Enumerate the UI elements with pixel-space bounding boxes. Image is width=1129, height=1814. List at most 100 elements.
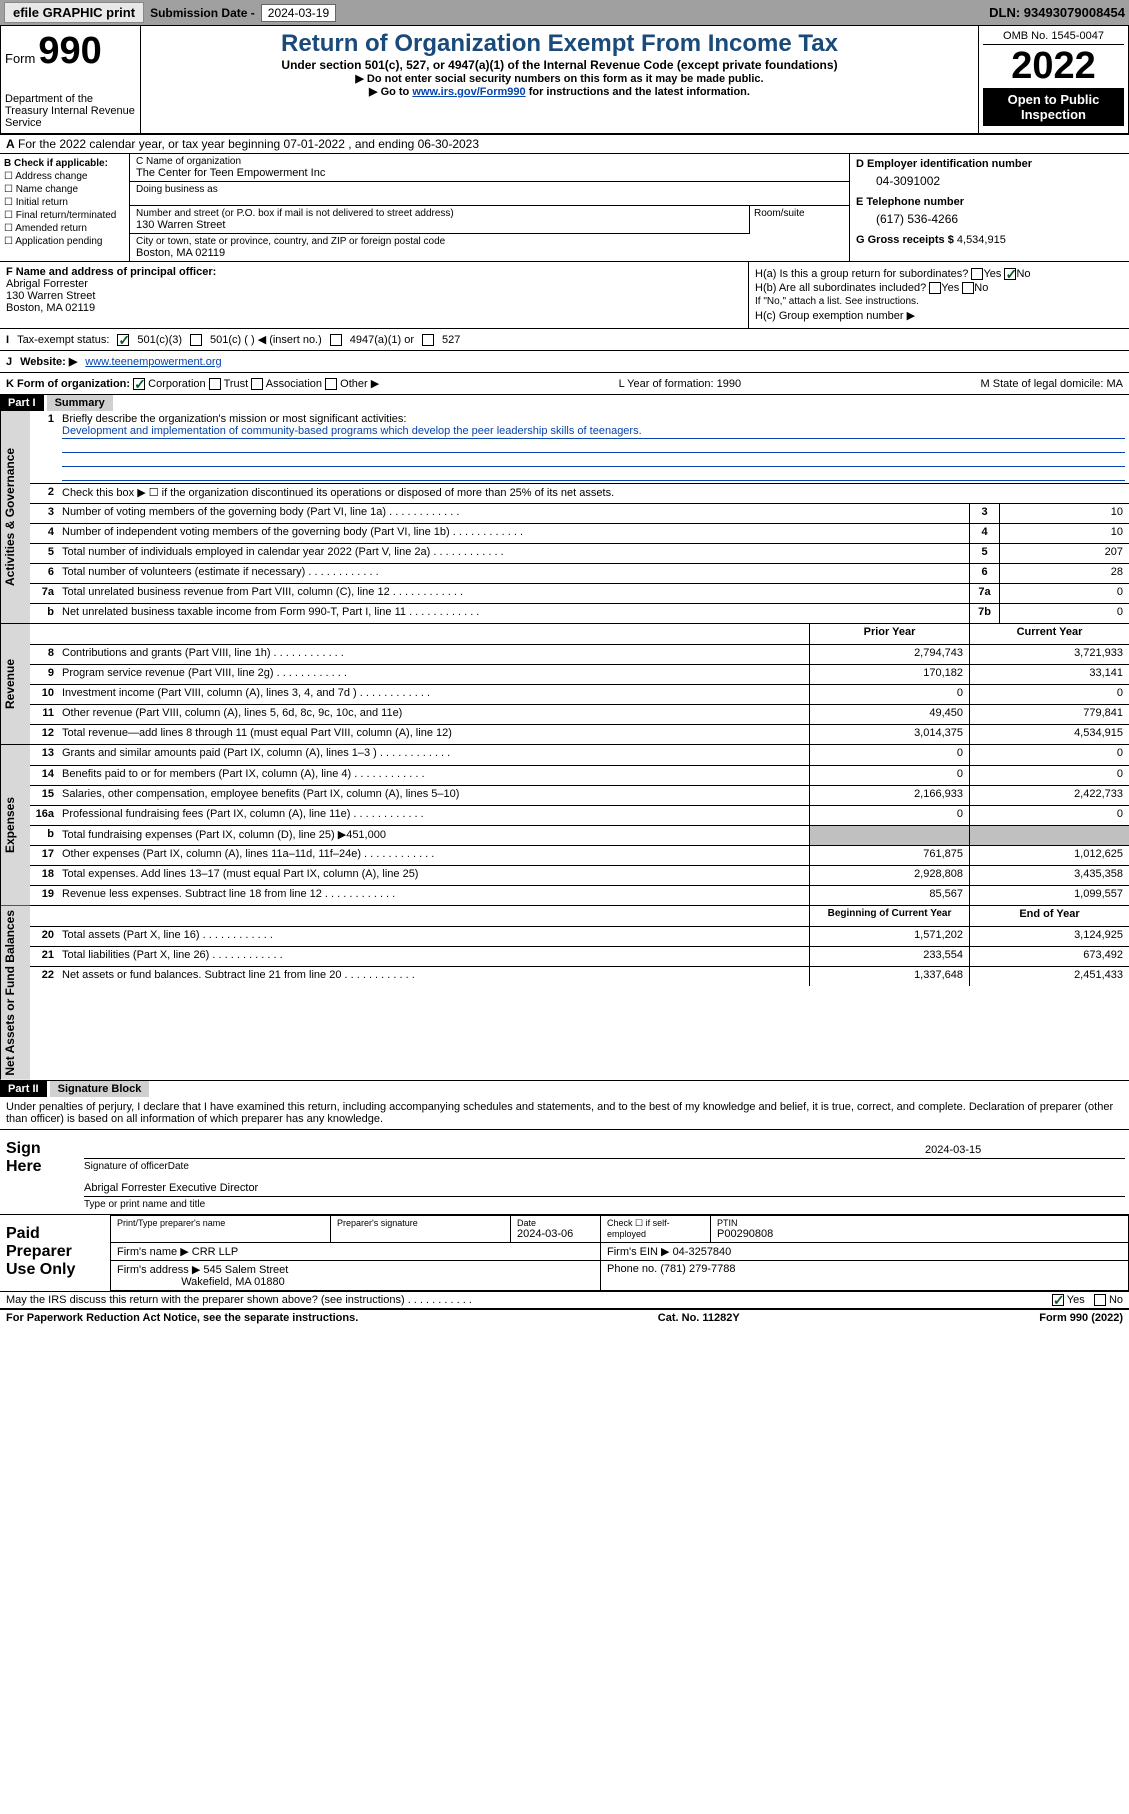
vtab-activities: Activities & Governance <box>0 411 30 623</box>
prep-name-lbl: Print/Type preparer's name <box>117 1218 324 1228</box>
firm-addr-lbl: Firm's address ▶ <box>117 1264 200 1276</box>
ha-no[interactable] <box>1004 268 1016 280</box>
name-label: C Name of organization <box>136 156 843 167</box>
discuss-yes[interactable] <box>1052 1294 1064 1306</box>
irs-link[interactable]: www.irs.gov/Form990 <box>412 86 525 98</box>
form-header: Form 990 Department of the Treasury Inte… <box>0 25 1129 134</box>
chk-trust[interactable] <box>209 378 221 390</box>
r6-text: Total number of volunteers (estimate if … <box>58 564 969 583</box>
chk-501c[interactable] <box>190 334 202 346</box>
c19: 1,099,557 <box>969 886 1129 905</box>
main-title: Return of Organization Exempt From Incom… <box>145 30 974 58</box>
chk-final[interactable]: ☐ Final return/terminated <box>4 210 125 221</box>
paid-label: Paid Preparer Use Only <box>0 1215 110 1291</box>
c13: 0 <box>969 745 1129 765</box>
r20: Total assets (Part X, line 16) <box>58 927 809 946</box>
chk-other[interactable] <box>325 378 337 390</box>
p16a: 0 <box>809 806 969 825</box>
officer-name-sig: Abrigal Forrester Executive Director <box>84 1182 1125 1194</box>
vtab-netassets: Net Assets or Fund Balances <box>0 906 30 1080</box>
v6: 28 <box>999 564 1129 583</box>
firm-name: CRR LLP <box>192 1246 238 1258</box>
chk-501c3[interactable] <box>117 334 129 346</box>
ein-label: D Employer identification number <box>856 158 1123 170</box>
chk-527[interactable] <box>422 334 434 346</box>
part2-badge: Part II <box>0 1081 47 1097</box>
c11: 779,841 <box>969 705 1129 724</box>
vtab-expenses: Expenses <box>0 745 30 905</box>
r22: Net assets or fund balances. Subtract li… <box>58 967 809 986</box>
discuss-no[interactable] <box>1094 1294 1106 1306</box>
summary-expenses: Expenses 13Grants and similar amounts pa… <box>0 744 1129 905</box>
col-f: F Name and address of principal officer:… <box>0 262 749 328</box>
r21: Total liabilities (Part X, line 26) <box>58 947 809 966</box>
summary-revenue: Revenue Prior YearCurrent Year 8Contribu… <box>0 623 1129 744</box>
top-bar: efile GRAPHIC print Submission Date - 20… <box>0 0 1129 25</box>
p14: 0 <box>809 766 969 785</box>
paid-preparer-block: Paid Preparer Use Only Print/Type prepar… <box>0 1214 1129 1291</box>
officer-addr: 130 Warren Street <box>6 290 742 302</box>
k-label: K Form of organization: <box>6 378 130 390</box>
row-a-text: For the 2022 calendar year, or tax year … <box>18 137 479 151</box>
r2-text: Check this box ▶ ☐ if the organization d… <box>58 484 1129 503</box>
sub-date: 2024-03-19 <box>261 4 336 22</box>
tax-year: 2022 <box>983 45 1124 88</box>
efile-btn[interactable]: efile GRAPHIC print <box>4 2 144 23</box>
website-link[interactable]: www.teenempowerment.org <box>85 356 221 368</box>
street-address: 130 Warren Street <box>136 219 743 231</box>
i-label: Tax-exempt status: <box>17 334 109 346</box>
r10: Investment income (Part VIII, column (A)… <box>58 685 809 704</box>
col-h: H(a) Is this a group return for subordin… <box>749 262 1129 328</box>
chk-initial[interactable]: ☐ Initial return <box>4 197 125 208</box>
chk-amended[interactable]: ☐ Amended return <box>4 223 125 234</box>
omb: OMB No. 1545-0047 <box>983 30 1124 45</box>
hb-note: If "No," attach a list. See instructions… <box>755 296 1123 307</box>
hb-yes[interactable] <box>929 282 941 294</box>
discuss-text: May the IRS discuss this return with the… <box>6 1294 405 1306</box>
v3: 10 <box>999 504 1129 523</box>
sign-here-block: Sign Here 2024-03-15 Signature of office… <box>0 1129 1129 1214</box>
c15: 2,422,733 <box>969 786 1129 805</box>
firm-ein-lbl: Firm's EIN ▶ <box>607 1246 670 1258</box>
date-lbl: Date <box>168 1161 368 1172</box>
r17: Other expenses (Part IX, column (A), lin… <box>58 846 809 865</box>
c10: 0 <box>969 685 1129 704</box>
sig-officer-lbl: Signature of officer <box>84 1161 168 1172</box>
chk-name[interactable]: ☐ Name change <box>4 184 125 195</box>
p17: 761,875 <box>809 846 969 865</box>
firm-name-lbl: Firm's name ▶ <box>117 1246 189 1258</box>
ein-value: 04-3091002 <box>856 170 1123 196</box>
current-hdr: Current Year <box>969 624 1129 644</box>
note-ssn: ▶ Do not enter social security numbers o… <box>145 72 974 85</box>
chk-corp[interactable] <box>133 378 145 390</box>
p10: 0 <box>809 685 969 704</box>
chk-4947[interactable] <box>330 334 342 346</box>
open-public: Open to Public Inspection <box>983 88 1124 126</box>
check-self[interactable]: Check ☐ if self-employed <box>607 1218 704 1239</box>
begin-hdr: Beginning of Current Year <box>809 906 969 926</box>
chk-assoc[interactable] <box>251 378 263 390</box>
v4: 10 <box>999 524 1129 543</box>
form-number: 990 <box>38 30 101 72</box>
sign-here-label: Sign Here <box>0 1130 80 1214</box>
sub-label: Submission Date - <box>150 6 255 20</box>
ha-yes[interactable] <box>971 268 983 280</box>
part1-header: Part I Summary <box>0 394 1129 411</box>
col-b: B Check if applicable: ☐ Address change … <box>0 154 130 261</box>
r1-text: Briefly describe the organization's miss… <box>62 413 406 425</box>
p20: 1,571,202 <box>809 927 969 946</box>
tel-value: (617) 536-4266 <box>856 208 1123 234</box>
section-fh: F Name and address of principal officer:… <box>0 261 1129 328</box>
vtab-revenue: Revenue <box>0 624 30 744</box>
r9: Program service revenue (Part VIII, line… <box>58 665 809 684</box>
chk-address[interactable]: ☐ Address change <box>4 171 125 182</box>
firm-city: Wakefield, MA 01880 <box>181 1276 285 1288</box>
summary-activities: Activities & Governance 1 Briefly descri… <box>0 411 1129 623</box>
chk-pending[interactable]: ☐ Application pending <box>4 236 125 247</box>
c21: 673,492 <box>969 947 1129 966</box>
footer-c: Cat. No. 11282Y <box>658 1312 740 1324</box>
prep-date-lbl: Date <box>517 1218 594 1228</box>
hb-no[interactable] <box>962 282 974 294</box>
c8: 3,721,933 <box>969 645 1129 664</box>
p11: 49,450 <box>809 705 969 724</box>
